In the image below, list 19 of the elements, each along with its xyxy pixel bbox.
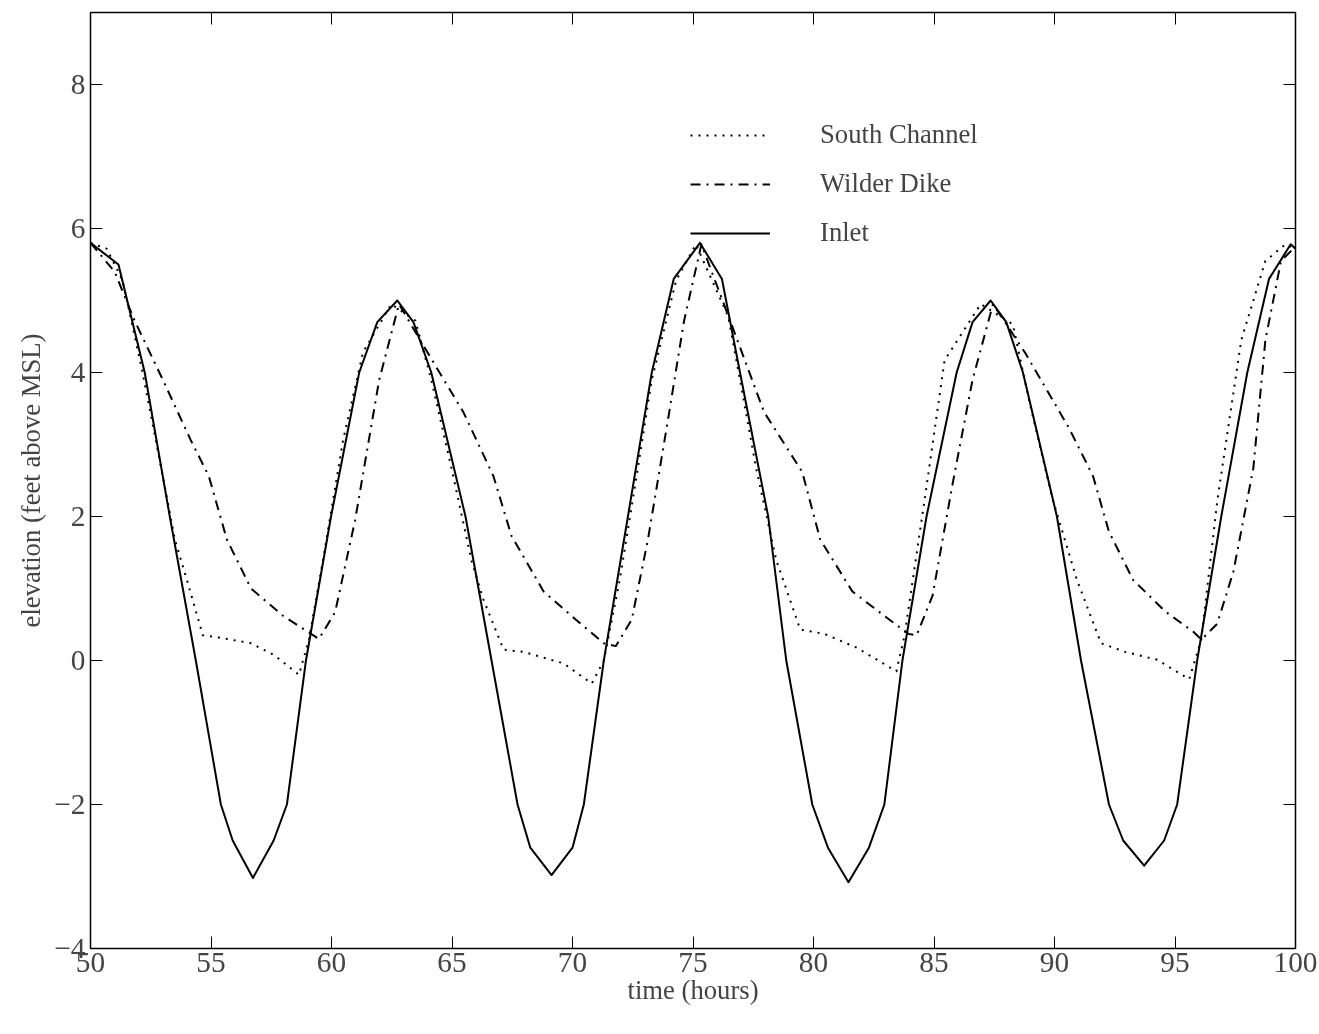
y-tick-label: 0 [70, 644, 86, 676]
x-tick-label: 55 [196, 945, 226, 978]
x-tick-label: 90 [1039, 945, 1070, 978]
x-tick-label: 60 [316, 945, 347, 978]
legend-label: Inlet [820, 217, 869, 248]
legend-label: Wilder Dike [820, 168, 952, 199]
y-tick-label: −2 [54, 788, 86, 820]
y-axis-title: elevation (feet above MSL) [16, 333, 47, 628]
y-tick-label: 6 [70, 212, 86, 244]
x-tick-label: 95 [1160, 945, 1190, 978]
y-tick-label: 4 [70, 356, 86, 388]
y-tick-label: 2 [70, 500, 86, 532]
x-tick-label: 100 [1273, 945, 1318, 978]
y-tick-label: 8 [70, 68, 86, 100]
x-tick-label: 85 [919, 945, 949, 978]
x-tick-label: 70 [557, 945, 588, 978]
legend-label: South Channel [820, 119, 978, 150]
x-tick-label: 80 [798, 945, 829, 978]
x-tick-label: 65 [437, 945, 467, 978]
